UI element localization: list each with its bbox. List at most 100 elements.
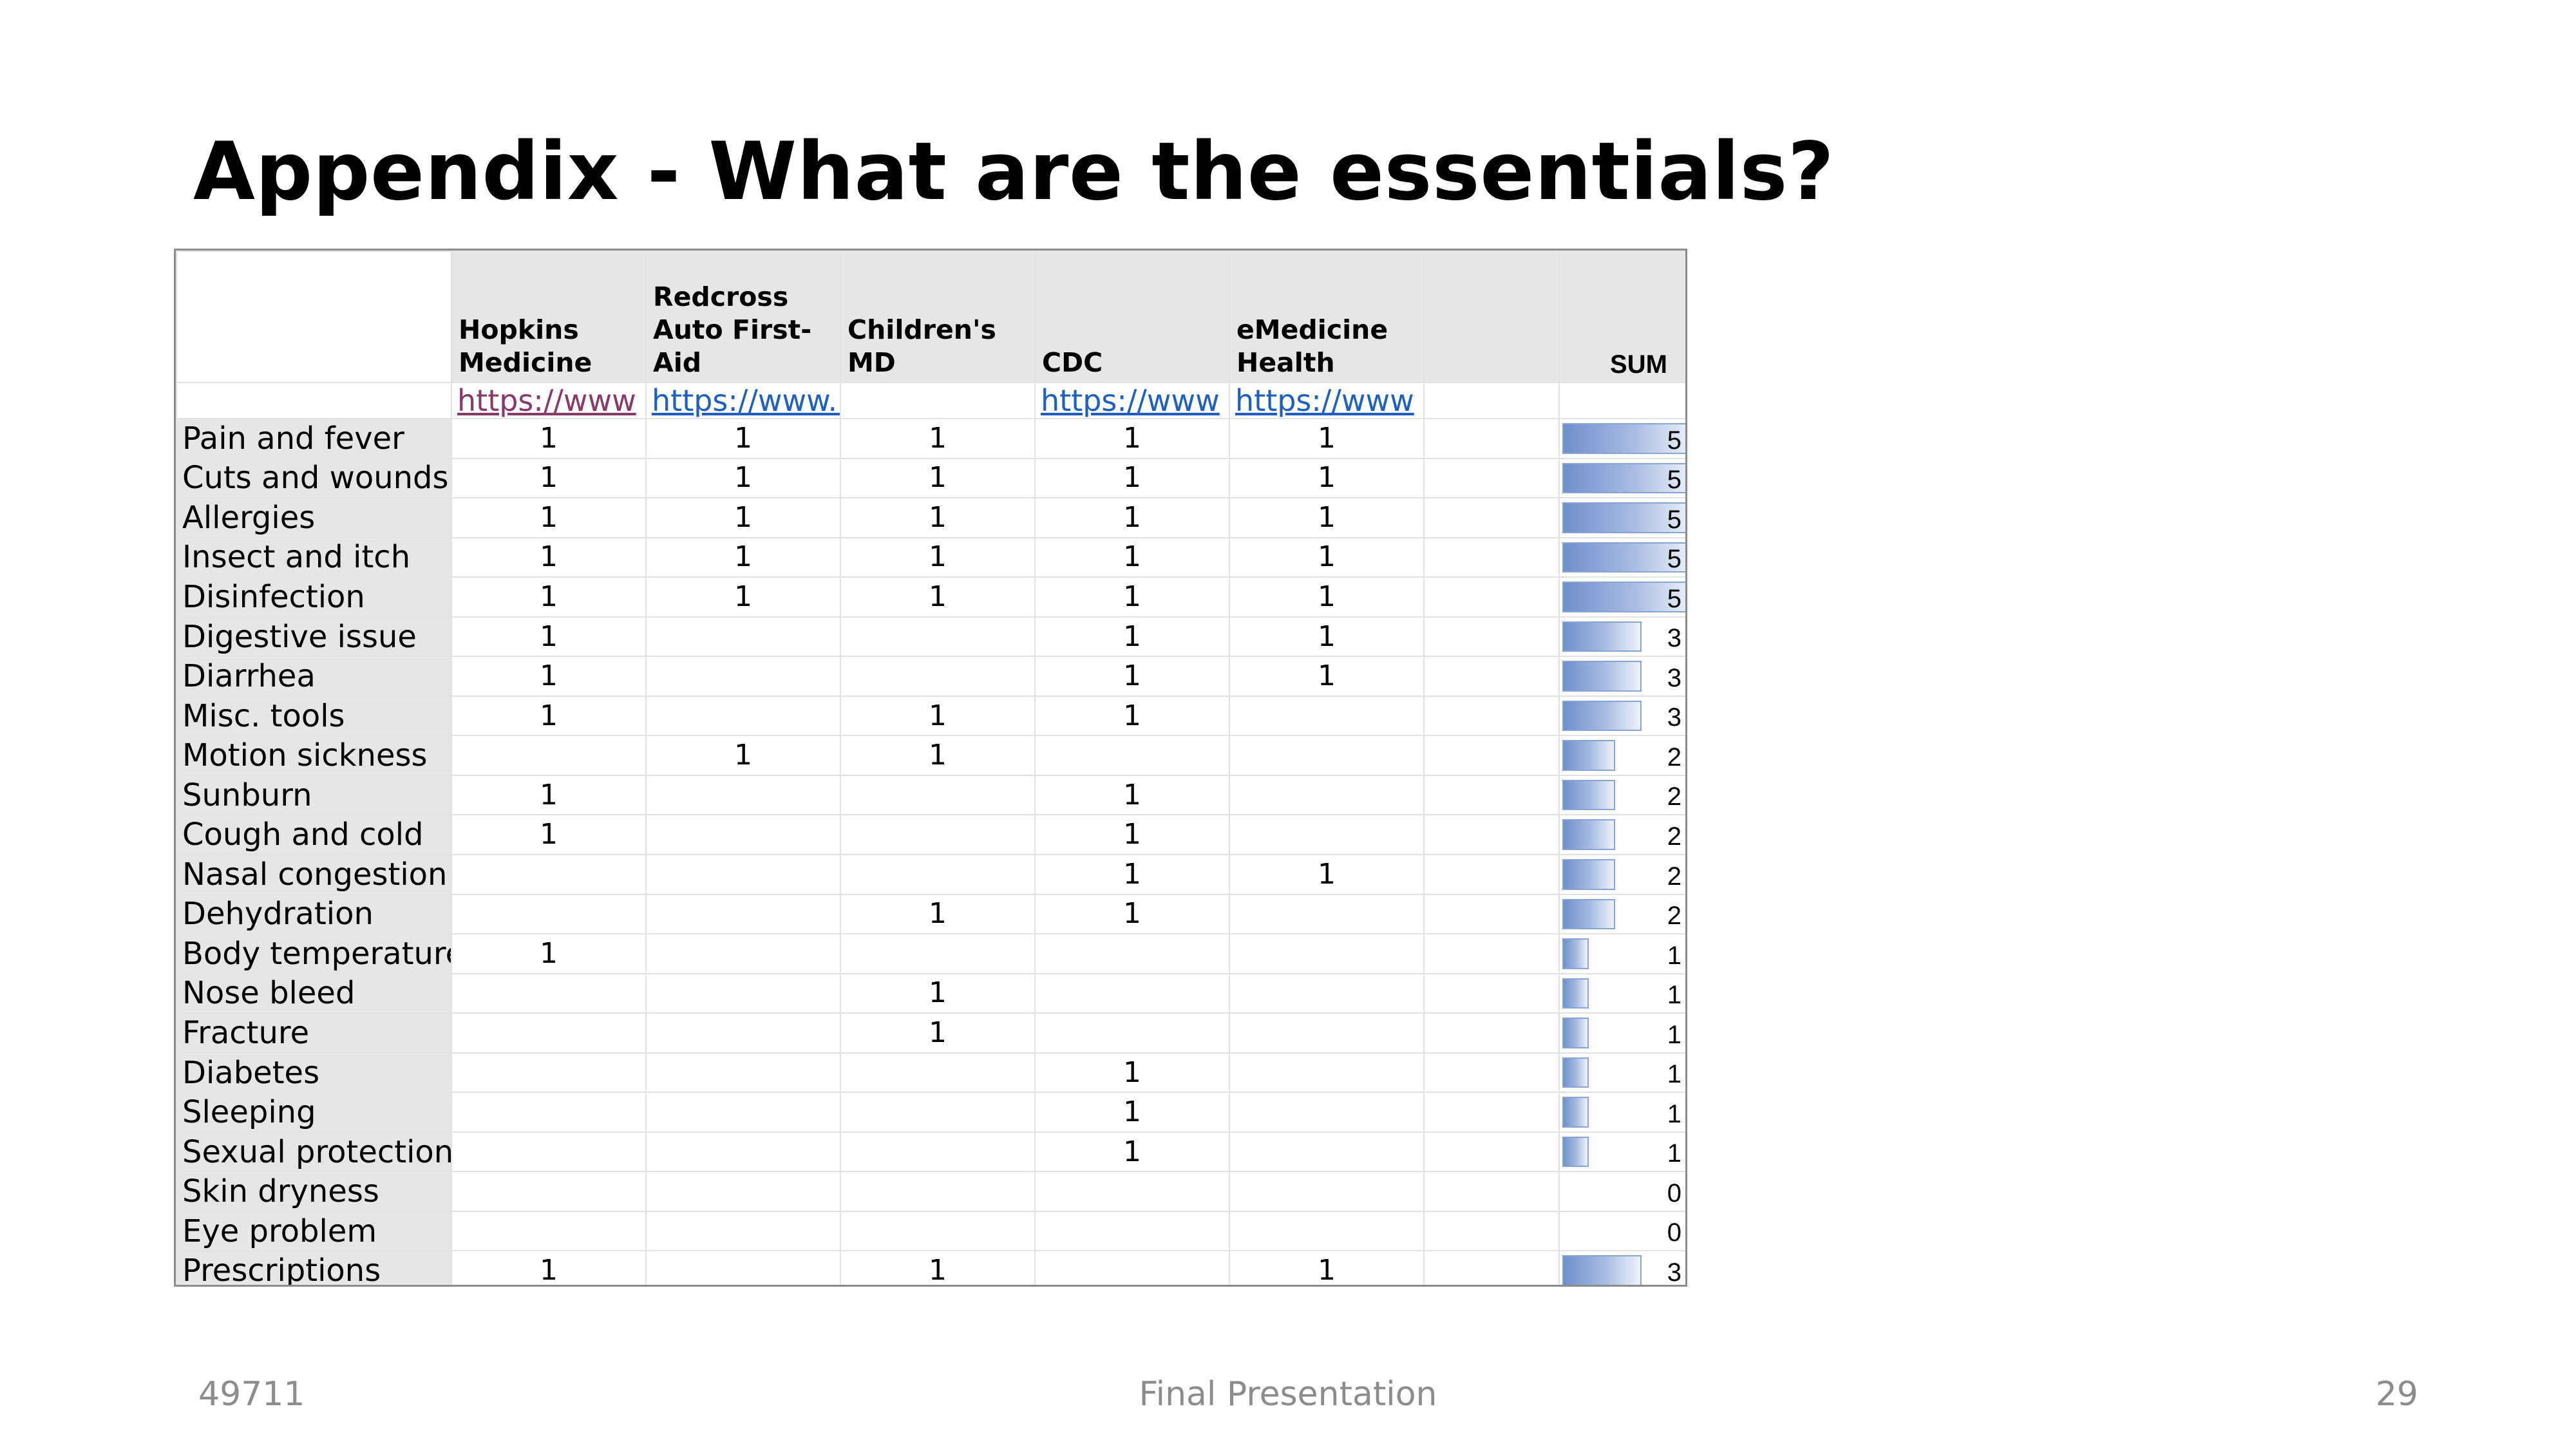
- sum-data-bar: [1562, 1255, 1642, 1285]
- source-header-empty: [1423, 251, 1560, 383]
- table-row: Cuts and wounds 1 1 1 1 1 5: [176, 457, 1685, 499]
- essentials-table: Hopkins Medicine Redcross Auto First-Aid…: [174, 249, 1687, 1287]
- value-cell: [1229, 1092, 1425, 1133]
- table-row: Sexual protection 1 1: [176, 1131, 1685, 1173]
- value-cell: [840, 854, 1036, 895]
- value-cell: [1034, 972, 1230, 1014]
- value-cell: [451, 735, 647, 776]
- table-row: Digestive issue 1 1 1 3: [176, 616, 1685, 658]
- sum-data-bar: [1562, 859, 1615, 890]
- row-label: Sunburn: [176, 774, 452, 816]
- link-row-sum-empty: [1558, 382, 1685, 419]
- value-cell: [645, 1171, 841, 1212]
- value-cell: [645, 854, 841, 895]
- value-cell: 1: [840, 497, 1036, 538]
- table-row: Sleeping 1 1: [176, 1092, 1685, 1133]
- sum-value: 5: [1667, 505, 1681, 534]
- table-row: Sunburn 1 1 2: [176, 774, 1685, 816]
- sum-cell: 5: [1558, 536, 1685, 578]
- value-cell: [840, 616, 1036, 658]
- value-cell: [1423, 814, 1560, 856]
- value-cell: 1: [840, 536, 1036, 578]
- source-header-row: Hopkins Medicine Redcross Auto First-Aid…: [176, 251, 1685, 383]
- sum-cell: 1: [1558, 972, 1685, 1014]
- value-cell: [840, 933, 1036, 974]
- value-cell: [1229, 972, 1425, 1014]
- table-row: Dehydration 1 1 2: [176, 893, 1685, 935]
- value-cell: [1229, 1171, 1425, 1212]
- value-cell: 1: [451, 616, 647, 658]
- sum-cell: 3: [1558, 1250, 1685, 1285]
- value-cell: [451, 1052, 647, 1094]
- table-row: Prescriptions 1 1 1 3: [176, 1250, 1685, 1285]
- value-cell: [1423, 1012, 1560, 1054]
- header-corner: [176, 251, 452, 383]
- table-row: Skin dryness 0: [176, 1171, 1685, 1212]
- sum-data-bar: [1562, 1097, 1589, 1128]
- sum-value: 5: [1667, 466, 1681, 495]
- source-link[interactable]: https://www: [1034, 382, 1230, 419]
- value-cell: 1: [1229, 457, 1425, 499]
- sum-cell: 2: [1558, 893, 1685, 935]
- sum-value: 2: [1667, 743, 1681, 772]
- sum-data-bar: [1562, 462, 1685, 494]
- source-header: CDC: [1034, 251, 1230, 383]
- row-label: Dehydration: [176, 893, 452, 935]
- source-link[interactable]: https://www.redcross.org: [645, 382, 841, 419]
- table-row: Nose bleed 1 1: [176, 972, 1685, 1014]
- sum-cell: 1: [1558, 933, 1685, 974]
- table-row: Disinfection 1 1 1 1 1 5: [176, 576, 1685, 618]
- sum-cell: 1: [1558, 1012, 1685, 1054]
- sum-data-bar: [1562, 423, 1685, 454]
- value-cell: [840, 1210, 1036, 1252]
- sum-value: 3: [1667, 624, 1681, 653]
- row-label: Cuts and wounds: [176, 457, 452, 499]
- value-cell: [1423, 576, 1560, 618]
- value-cell: [645, 656, 841, 697]
- value-cell: 1: [1229, 1250, 1425, 1285]
- table-row: Nasal congestion 1 1 2: [176, 854, 1685, 895]
- value-cell: [1423, 933, 1560, 974]
- value-cell: 1: [1034, 695, 1230, 737]
- sum-value: 2: [1667, 822, 1681, 851]
- row-label: Motion sickness: [176, 735, 452, 776]
- slide-title: Appendix - What are the essentials?: [193, 126, 1835, 218]
- sum-cell: 0: [1558, 1171, 1685, 1212]
- row-label: Eye problem: [176, 1210, 452, 1252]
- link-row-corner: [176, 382, 452, 419]
- table-row: Misc. tools 1 1 1 3: [176, 695, 1685, 737]
- row-label: Body temperature: [176, 933, 452, 974]
- source-header: eMedicine Health: [1229, 251, 1425, 383]
- value-cell: 1: [1229, 418, 1425, 459]
- value-cell: [1229, 1012, 1425, 1054]
- value-cell: [1034, 1171, 1230, 1212]
- table-row: Allergies 1 1 1 1 1 5: [176, 497, 1685, 538]
- footer-course-number: 49711: [198, 1375, 305, 1414]
- value-cell: [840, 1171, 1036, 1212]
- value-cell: [1229, 1052, 1425, 1094]
- value-cell: [1423, 1052, 1560, 1094]
- value-cell: [1423, 972, 1560, 1014]
- source-link[interactable]: https://www: [1229, 382, 1425, 419]
- value-cell: [1229, 893, 1425, 935]
- value-cell: 1: [1034, 457, 1230, 499]
- value-cell: 1: [840, 1250, 1036, 1285]
- value-cell: 1: [840, 1012, 1036, 1054]
- sum-data-bar: [1562, 898, 1615, 930]
- row-label: Diarrhea: [176, 656, 452, 697]
- value-cell: 1: [451, 457, 647, 499]
- value-cell: 1: [1229, 616, 1425, 658]
- sum-value: 1: [1667, 1060, 1681, 1089]
- row-label: Allergies: [176, 497, 452, 538]
- value-cell: [1034, 1012, 1230, 1054]
- row-label: Sleeping: [176, 1092, 452, 1133]
- sum-data-bar: [1562, 978, 1589, 1009]
- source-link[interactable]: https://www: [451, 382, 647, 419]
- value-cell: 1: [451, 814, 647, 856]
- value-cell: [1423, 1171, 1560, 1212]
- value-cell: 1: [1034, 576, 1230, 618]
- value-cell: 1: [840, 893, 1036, 935]
- table-row: Pain and fever 1 1 1 1 1 5: [176, 418, 1685, 459]
- table-row: Fracture 1 1: [176, 1012, 1685, 1054]
- value-cell: [451, 972, 647, 1014]
